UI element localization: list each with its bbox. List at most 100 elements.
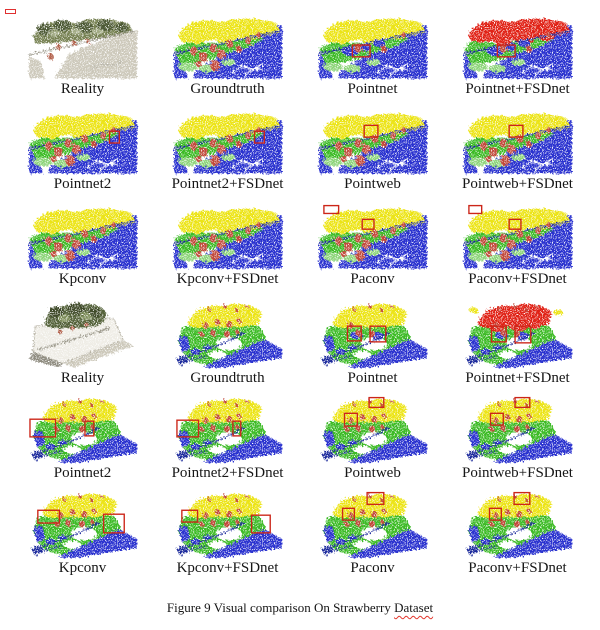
annotation-box [365,491,384,506]
pointcloud-image [27,112,137,174]
annotation-box [507,124,524,138]
annotation-box [513,325,531,344]
method-label: Paconv [350,271,395,287]
pointcloud-image [462,112,572,174]
annotation-box [361,218,375,230]
figure-cell-pointnet2: Pointnet2 [10,392,155,487]
figure-cell-pointnet: Pointnet [300,297,445,392]
method-label: Pointnet2 [53,176,112,192]
pointcloud-image [28,397,137,463]
pointcloud-image [174,397,282,463]
annotation-box [175,419,199,438]
annotation-box [102,513,125,534]
figure-cell-paconv: Paconv [300,202,445,297]
annotation-box [346,325,362,342]
annotation-box [253,130,265,144]
annotation-box [362,124,379,138]
pointcloud-image [172,207,282,269]
photo-image [27,17,137,79]
pointcloud-image [464,396,572,463]
method-label: Reality [60,370,105,386]
method-label: Reality [60,81,105,97]
pointcloud-image [462,204,572,269]
annotation-box [341,507,355,521]
method-label: Kpconv+FSDnet [176,271,279,287]
figure-caption: Figure 9 Visual comparison On Strawberry… [0,600,600,616]
figure-cell-pointnet-fsdnet: Pointnet+FSDnet [445,12,590,107]
figure-cell-paconv-fsdnet: Paconv+FSDnet [445,487,590,582]
method-label: Pointnet [347,370,398,386]
figure-cell-pointnet2: Pointnet2 [10,107,155,202]
pointcloud-image [27,207,137,269]
pointcloud-image [174,302,282,368]
method-label: Pointweb [344,465,401,481]
figure-cell-pointweb: Pointweb [300,392,445,487]
annotation-box [83,420,94,437]
figure-cell-kpconv: Kpconv [10,487,155,582]
caption-text: Figure 9 Visual comparison On Strawberry [166,600,395,615]
annotation-box [322,204,339,215]
figure-cell-paconv-fsdnet: Paconv+FSDnet [445,202,590,297]
figure-cell-paconv: Paconv [300,487,445,582]
method-label: Groundtruth [190,370,265,386]
pointcloud-image [317,112,427,174]
caption-misspelled-word: Dataset [394,600,434,615]
figure-cell-kpconv-fsdnet: Kpconv+FSDnet [155,202,300,297]
pointcloud-image [319,396,427,463]
annotation-box [367,396,384,409]
pointcloud-image [172,112,282,174]
annotation-box [488,507,502,521]
pointcloud-image [462,17,572,79]
annotation-box [507,218,522,230]
photo-image [28,302,137,368]
method-label: Pointnet2+FSDnet [171,465,284,481]
figure-cell-pointnet2-fsdnet: Pointnet2+FSDnet [155,392,300,487]
pointcloud-image [172,17,282,79]
method-label: Paconv+FSDnet [468,560,567,576]
annotation-box [490,325,507,343]
method-label: Pointnet [347,81,398,97]
annotation-box [368,325,386,343]
figure-cell-reality: Reality [10,297,155,392]
figure-cell-pointnet2-fsdnet: Pointnet2+FSDnet [155,107,300,202]
annotation-box [231,420,241,437]
figure-cell-pointnet-fsdnet: Pointnet+FSDnet [445,297,590,392]
method-label: Pointweb [344,176,401,192]
pointcloud-image [317,17,427,79]
pointcloud-image [464,491,572,558]
annotation-box [28,418,56,438]
figure-cell-groundtruth: Groundtruth [155,297,300,392]
method-label: Pointnet2+FSDnet [171,176,284,192]
annotation-box [36,509,60,524]
method-label: Pointnet+FSDnet [465,81,570,97]
method-label: Paconv+FSDnet [468,271,567,287]
annotation-box [343,412,358,427]
pointcloud-image [319,302,427,368]
method-label: Kpconv [58,271,107,287]
annotation-box [180,509,198,523]
method-label: Kpconv [58,560,107,576]
annotation-box [467,204,482,215]
figure-cell-pointweb-fsdnet: Pointweb+FSDnet [445,107,590,202]
method-label: Pointweb+FSDnet [462,465,573,481]
annotation-box [489,412,504,426]
annotation-box [512,491,530,506]
pointcloud-image [464,302,572,368]
method-label: Kpconv+FSDnet [176,560,279,576]
method-label: Pointnet2 [53,465,112,481]
figure-cell-pointnet: Pointnet [300,12,445,107]
method-label: Paconv [350,560,395,576]
pointcloud-image [29,492,137,558]
annotation-box [496,44,516,58]
figure-grid: Reality Groundtruth Pointnet Pointnet+FSDne… [10,12,590,582]
method-label: Pointweb+FSDnet [462,176,573,192]
pointcloud-image [319,491,427,558]
figure-cell-kpconv: Kpconv [10,202,155,297]
figure-cell-pointweb: Pointweb [300,107,445,202]
annotation-box [108,130,120,144]
method-label: Groundtruth [190,81,265,97]
figure-cell-groundtruth: Groundtruth [155,12,300,107]
annotation-box [250,514,271,534]
stray-red-mark [5,9,16,14]
